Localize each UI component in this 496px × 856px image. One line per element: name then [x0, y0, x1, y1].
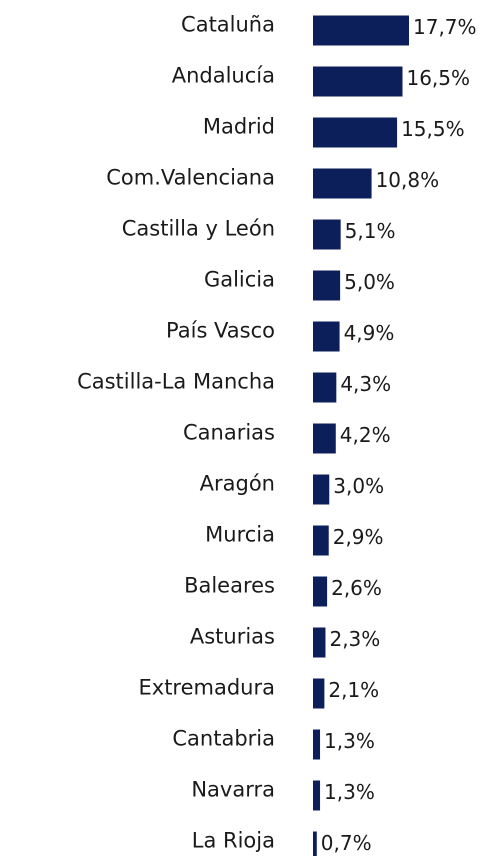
- value-label: 10,8%: [376, 168, 440, 192]
- value-label: 15,5%: [401, 117, 465, 141]
- bar: [313, 66, 403, 97]
- bar: [313, 474, 330, 505]
- category-label: Canarias: [183, 421, 275, 445]
- value-label: 2,9%: [333, 525, 384, 549]
- category-label: Castilla-La Mancha: [77, 370, 275, 394]
- bar: [313, 423, 336, 454]
- category-label: Com.Valenciana: [106, 166, 275, 190]
- bar: [313, 678, 325, 709]
- value-label: 2,6%: [331, 576, 382, 600]
- bar: [313, 372, 337, 403]
- bar: [313, 576, 328, 607]
- category-label: Madrid: [203, 115, 275, 139]
- category-label: Murcia: [205, 523, 275, 547]
- value-label: 17,7%: [413, 15, 477, 39]
- category-label: Asturias: [190, 625, 275, 649]
- value-label: 16,5%: [406, 66, 470, 90]
- category-label: La Rioja: [192, 829, 275, 853]
- value-label: 4,3%: [340, 372, 391, 396]
- value-label: 5,1%: [345, 219, 396, 243]
- category-label: Baleares: [184, 574, 275, 598]
- bar: [313, 117, 398, 148]
- value-label: 5,0%: [344, 270, 395, 294]
- category-label: Andalucía: [172, 64, 275, 88]
- bar: [313, 780, 321, 811]
- value-label: 3,0%: [333, 474, 384, 498]
- bar: [313, 831, 317, 856]
- value-label: 4,2%: [340, 423, 391, 447]
- category-label: País Vasco: [166, 319, 275, 343]
- bar: [313, 15, 409, 46]
- bar: [313, 729, 321, 760]
- category-label: Castilla y León: [122, 217, 275, 241]
- value-label: 2,1%: [328, 678, 379, 702]
- value-label: 0,7%: [321, 831, 372, 855]
- category-label: Aragón: [200, 472, 275, 496]
- bar: [313, 168, 372, 199]
- category-label: Navarra: [191, 778, 275, 802]
- category-label: Cantabria: [172, 727, 275, 751]
- bar: [313, 525, 329, 556]
- category-label: Extremadura: [139, 676, 276, 700]
- bar: [313, 627, 326, 658]
- value-label: 1,3%: [324, 729, 375, 753]
- category-label: Cataluña: [181, 13, 275, 37]
- value-label: 1,3%: [324, 780, 375, 804]
- bar: [313, 270, 341, 301]
- category-label: Galicia: [204, 268, 275, 292]
- value-label: 4,9%: [344, 321, 395, 345]
- value-label: 2,3%: [329, 627, 380, 651]
- bar: [313, 321, 340, 352]
- bar: [313, 219, 341, 250]
